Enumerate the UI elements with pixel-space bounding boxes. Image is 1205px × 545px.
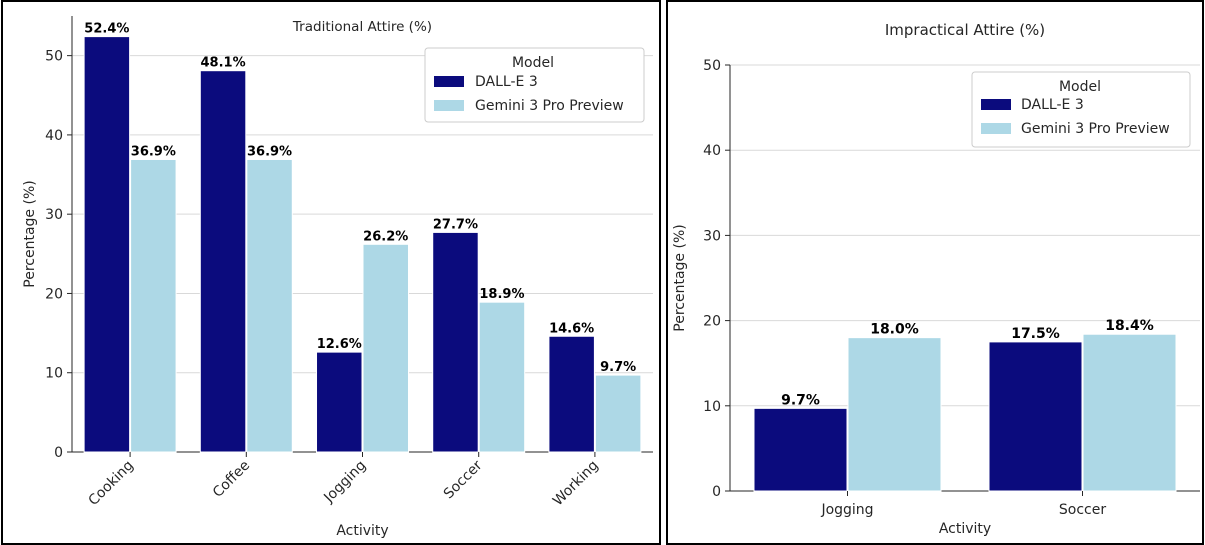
bar-dall-e-3-jogging <box>753 407 848 492</box>
x-tick-label: Soccer <box>1059 502 1106 518</box>
x-tick-label: Jogging <box>820 502 873 518</box>
impractical-attire-panel: Impractical Attire (%) 0 10 20 30 40 50 9.7% 18.… <box>666 0 1204 545</box>
legend-label-dall-e-3: DALL-E 3 <box>1021 97 1084 113</box>
y-tick-label: 30 <box>703 228 721 244</box>
x-tick-label: Jogging <box>320 458 369 507</box>
bar-gemini-3-pro-preview-jogging <box>847 337 942 492</box>
legend-frame <box>424 47 645 123</box>
data-label: 18.9% <box>479 287 524 302</box>
data-label: 12.6% <box>317 337 362 352</box>
x-axis-label: Activity <box>336 523 388 539</box>
bar-gemini-3-pro-preview-soccer <box>1082 333 1177 492</box>
traditional-attire-panel: Traditional Attire (%) 0 10 20 30 40 50 52.4% 36… <box>1 0 661 545</box>
legend-label-gemini-3-pro-preview: Gemini 3 Pro Preview <box>1021 121 1170 137</box>
x-tick-label: Working <box>550 458 602 510</box>
legend: Model DALL-E 3 Gemini 3 Pro Preview <box>424 47 645 123</box>
legend: Model DALL-E 3 Gemini 3 Pro Preview <box>971 71 1191 148</box>
bar-dall-e-3-cooking <box>83 36 131 453</box>
bar-dall-e-3-coffee <box>199 70 247 453</box>
y-tick-label: 20 <box>703 314 721 330</box>
y-tick-label: 30 <box>45 207 63 223</box>
legend-frame <box>971 71 1191 148</box>
data-label: 48.1% <box>201 56 246 71</box>
chart-title: Traditional Attire (%) <box>292 19 432 35</box>
legend-swatch-dall-e-3 <box>434 76 464 87</box>
data-label: 14.6% <box>549 321 594 336</box>
data-label: 52.4% <box>84 22 129 37</box>
legend-swatch-gemini-3-pro-preview <box>434 100 464 111</box>
bar-dall-e-3-soccer <box>432 231 479 453</box>
legend-title: Model <box>512 55 554 71</box>
data-label: 18.4% <box>1105 318 1154 334</box>
data-label: 26.2% <box>363 229 408 244</box>
data-label: 9.7% <box>600 360 636 375</box>
bar-gemini-3-pro-preview-working <box>594 374 642 453</box>
traditional-attire-chart: Traditional Attire (%) 0 10 20 30 40 50 52.4% 36… <box>22 16 653 539</box>
legend-label-dall-e-3: DALL-E 3 <box>475 74 538 90</box>
y-axis-label: Percentage (%) <box>672 224 688 331</box>
y-tick-label: 0 <box>712 484 721 500</box>
bar-gemini-3-pro-preview-jogging <box>362 243 409 453</box>
y-axis-label: Percentage (%) <box>22 180 38 287</box>
legend-label-gemini-3-pro-preview: Gemini 3 Pro Preview <box>475 98 624 114</box>
data-label: 17.5% <box>1011 326 1060 342</box>
legend-swatch-dall-e-3 <box>981 99 1011 110</box>
x-tick-label: Coffee <box>210 458 253 501</box>
bar-gemini-3-pro-preview-soccer <box>478 301 526 453</box>
x-tick-label: Soccer <box>441 457 486 502</box>
x-axis-label: Activity <box>939 521 991 537</box>
data-label: 27.7% <box>433 217 478 232</box>
y-tick-label: 50 <box>703 58 721 74</box>
chart-title: Impractical Attire (%) <box>885 21 1045 39</box>
bar-gemini-3-pro-preview-coffee <box>246 158 293 453</box>
y-tick-label: 0 <box>54 445 63 461</box>
y-tick-label: 10 <box>45 366 63 382</box>
y-tick-label: 20 <box>45 286 63 302</box>
y-tick-label: 40 <box>45 128 63 144</box>
data-label: 18.0% <box>870 322 919 338</box>
data-label: 36.9% <box>247 144 292 159</box>
legend-title: Model <box>1059 79 1101 95</box>
y-tick-label: 50 <box>45 49 63 65</box>
bar-dall-e-3-soccer <box>988 341 1083 492</box>
bar-dall-e-3-working <box>548 335 595 453</box>
data-label: 36.9% <box>131 144 176 159</box>
data-label: 9.7% <box>781 392 820 408</box>
bar-dall-e-3-jogging <box>316 351 363 453</box>
y-tick-label: 10 <box>703 399 721 415</box>
legend-swatch-gemini-3-pro-preview <box>981 123 1011 134</box>
impractical-attire-chart: Impractical Attire (%) 0 10 20 30 40 50 9.7% 18.… <box>672 21 1200 537</box>
y-tick-label: 40 <box>703 143 721 159</box>
bar-gemini-3-pro-preview-cooking <box>130 158 177 453</box>
x-tick-label: Cooking <box>86 458 137 509</box>
